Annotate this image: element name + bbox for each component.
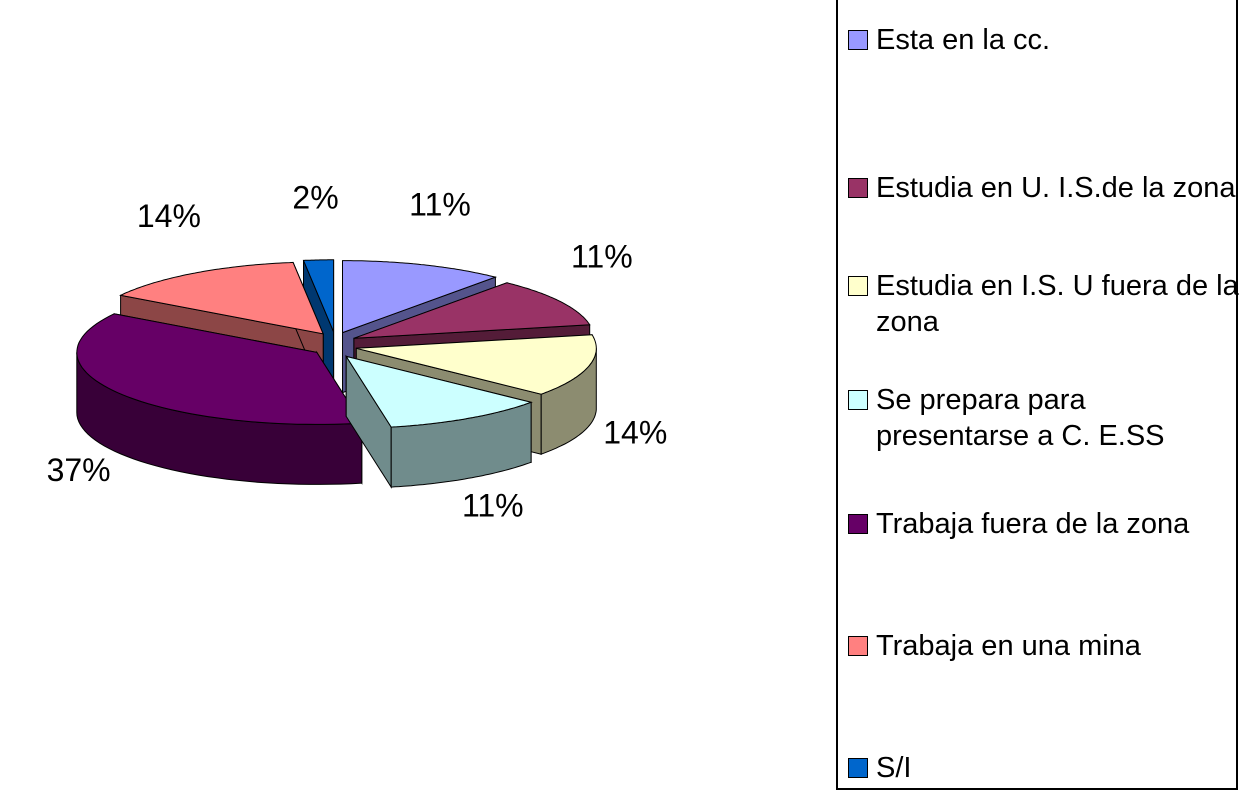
legend-swatch: [848, 30, 868, 50]
legend-swatch: [848, 276, 868, 296]
data-label: 11%: [409, 187, 471, 223]
chart: 11% 11% 14% 11% 37% 14% 2%: [47, 180, 668, 524]
legend-label: Se prepara para presentarse a C. E.SS: [876, 384, 1165, 452]
slice: [76, 313, 363, 425]
slice: [345, 355, 533, 428]
data-label: 37%: [47, 452, 111, 488]
legend-item: S/I: [848, 750, 1243, 786]
data-label: 14%: [137, 198, 201, 234]
legend: Esta en la cc. Estudia en U. I.S.de la zo…: [836, 0, 1239, 790]
legend-label: Estudia en I.S. U fuera de la zona: [876, 270, 1239, 338]
slice: [356, 334, 597, 395]
data-label: 11%: [571, 238, 633, 274]
legend-label: Esta en la cc.: [876, 24, 1051, 56]
legend-swatch: [848, 514, 868, 534]
legend-swatch: [848, 636, 868, 656]
legend-swatch: [848, 758, 868, 778]
data-label: 11%: [462, 488, 524, 524]
slice: [119, 261, 325, 335]
slice: [353, 282, 591, 339]
legend-label: Trabaja en una mina: [876, 630, 1141, 662]
legend-item: Trabaja fuera de la zona: [848, 506, 1243, 542]
legend-swatch: [848, 390, 868, 410]
legend-item: Estudia en I.S. U fuera de la zona: [848, 268, 1243, 340]
legend-label: S/I: [876, 752, 912, 784]
data-label: 14%: [603, 414, 667, 450]
legend-item: Estudia en U. I.S.de la zona: [848, 170, 1243, 206]
slice: [302, 259, 335, 332]
legend-item: Se prepara para presentarse a C. E.SS: [848, 382, 1243, 454]
legend-item: Esta en la cc.: [848, 22, 1243, 58]
slice: [342, 260, 498, 334]
legend-item: Trabaja en una mina: [848, 628, 1243, 664]
legend-label: Estudia en U. I.S.de la zona: [876, 172, 1236, 204]
legend-swatch: [848, 178, 868, 198]
legend-label: Trabaja fuera de la zona: [876, 508, 1190, 540]
data-label: 2%: [292, 180, 338, 216]
